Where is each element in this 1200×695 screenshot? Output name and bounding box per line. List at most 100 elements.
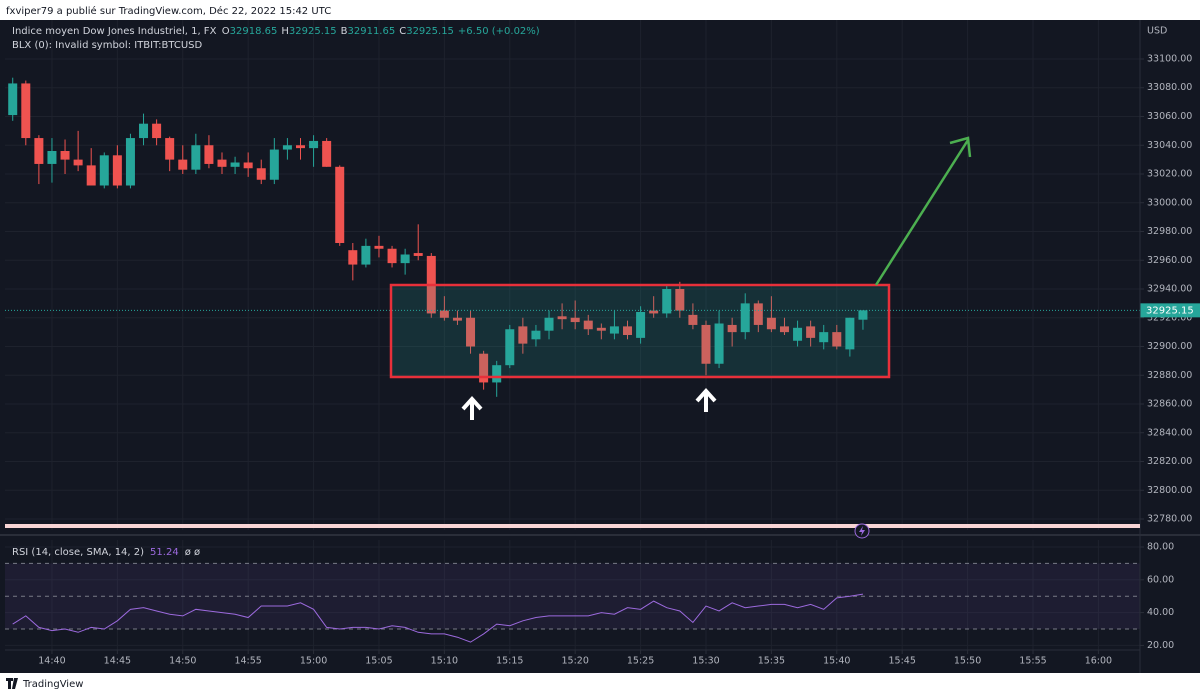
candle-body [387, 248, 397, 264]
y-tick-label: 32780.00 [1147, 514, 1192, 525]
y-tick-label: 32880.00 [1147, 370, 1192, 381]
y-tick-label: 32980.00 [1147, 226, 1192, 237]
candle-body [165, 138, 175, 160]
value-b: 32911.65 [348, 26, 396, 37]
candle-body [492, 365, 502, 383]
candle-body [8, 83, 18, 116]
candle-body [688, 314, 698, 325]
value-o: 32918.65 [230, 26, 278, 37]
candle-body [570, 317, 580, 323]
brand-logo [6, 678, 18, 689]
candle-body [230, 162, 240, 167]
candle-body [531, 330, 541, 340]
candle-body [596, 327, 606, 331]
y-tick-label: 32900.00 [1147, 341, 1192, 352]
candle-body [309, 140, 319, 149]
candle-body [845, 317, 855, 350]
label-h: H [281, 26, 289, 37]
candle-body [400, 254, 410, 264]
x-tick-label: 15:15 [496, 656, 523, 667]
label-c: C [399, 26, 406, 37]
candle-body [452, 317, 462, 321]
rsi-line [12, 593, 864, 643]
legend-rsi: RSI (14, close, SMA, 14, 2) 51.24 ø ø [12, 547, 200, 558]
value-c: 32925.15 [406, 26, 454, 37]
candle-body [557, 316, 567, 320]
candle-body [243, 162, 253, 169]
candle-body [662, 289, 672, 314]
y-tick-label: 32800.00 [1147, 485, 1192, 496]
y-tick-label: 32820.00 [1147, 456, 1192, 467]
candle-body [649, 310, 659, 314]
candle-body [623, 326, 633, 336]
candle-body [256, 168, 266, 180]
x-tick-label: 15:00 [300, 656, 327, 667]
y-tick-label: 33080.00 [1147, 82, 1192, 93]
x-tick-label: 15:40 [823, 656, 850, 667]
price-badge-label: 32925.15 [1146, 305, 1194, 316]
rsi-value: 51.24 [150, 547, 179, 558]
candle-body [204, 145, 214, 164]
candle-body [21, 83, 31, 139]
trend-arrow [874, 136, 972, 286]
y-tick-label: 80.00 [1147, 542, 1174, 553]
candle-body [518, 326, 528, 344]
pane-divider [0, 534, 1200, 536]
symbol: Indice moyen Dow Jones Industriel, 1, FX [12, 26, 217, 37]
candle-body [505, 329, 515, 366]
candle-body [191, 145, 201, 170]
candle-body [361, 245, 371, 265]
x-tick-label: 14:50 [169, 656, 196, 667]
candle-body [374, 245, 384, 249]
candle-body [99, 155, 109, 186]
x-tick-label: 15:55 [1019, 656, 1046, 667]
bottom-bar [0, 673, 1200, 695]
candle-body [858, 310, 868, 320]
candle-body [34, 138, 44, 164]
label-b: B [341, 26, 348, 37]
candle-body [779, 326, 789, 333]
candle-body [806, 326, 816, 338]
candle-body [217, 159, 227, 167]
candle-body [609, 326, 619, 334]
candle-body [139, 123, 149, 139]
candle-body [295, 145, 305, 149]
legend-sub: BLX (0): Invalid symbol: ITBIT:BTCUSD [12, 40, 203, 51]
candle-body [282, 145, 292, 150]
y-tick-label: 32920.00 [1147, 312, 1192, 323]
marks: 32780.00 32800.00 32820.00 32840.00 32860.00… [5, 20, 1200, 667]
published-line: fxviper79 a publié sur TradingView.com, … [6, 5, 331, 17]
candle-body [413, 253, 423, 256]
x-tick-label: 14:45 [104, 656, 131, 667]
arrow-up [461, 396, 483, 420]
candle-body [701, 324, 711, 364]
change: +6.50 (+0.02%) [458, 26, 540, 37]
y-tick-label: 32840.00 [1147, 427, 1192, 438]
y-tick-label: 33040.00 [1147, 140, 1192, 151]
candle-body [740, 303, 750, 333]
candle-body [60, 151, 70, 160]
candle-body [819, 332, 829, 343]
brand: TradingView [22, 679, 83, 690]
candle-body [47, 151, 57, 164]
y-tick-label: 33060.00 [1147, 111, 1192, 122]
candle-body [793, 327, 803, 341]
candle-body [636, 312, 646, 338]
x-tick-label: 16:00 [1085, 656, 1112, 667]
candle-body [269, 149, 279, 180]
candle-body [466, 317, 476, 347]
candle-body [544, 317, 554, 331]
candle-body [675, 289, 685, 311]
top-bar [0, 0, 1200, 20]
x-tick-label: 15:20 [561, 656, 588, 667]
candle-body [322, 140, 332, 167]
candle-body [583, 320, 593, 330]
rsi-flags: ø ø [185, 547, 200, 558]
candle-body [832, 332, 842, 347]
x-tick-label: 15:10 [431, 656, 458, 667]
candle-body [125, 138, 135, 186]
x-tick-label: 15:45 [889, 656, 916, 667]
y-tick-label: 32860.00 [1147, 399, 1192, 410]
x-tick-label: 15:50 [954, 656, 981, 667]
candle-body [73, 159, 83, 166]
